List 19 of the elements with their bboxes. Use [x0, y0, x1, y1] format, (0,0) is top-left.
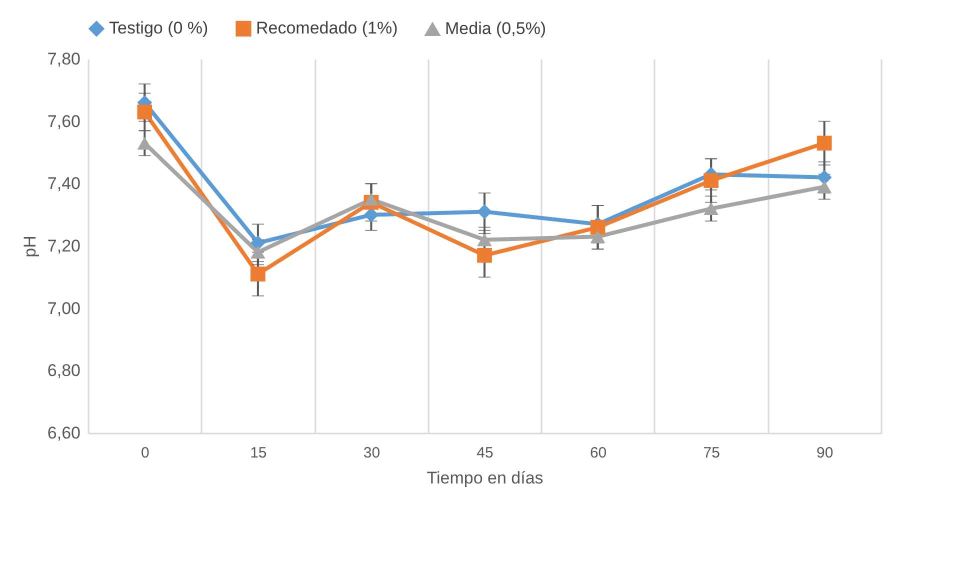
y-tick-label: 7,80 — [47, 50, 80, 68]
legend-label: Recomedado (1%) — [256, 18, 398, 38]
y-tick-label: 7,00 — [47, 298, 80, 318]
legend-label: Testigo (0 %) — [109, 18, 208, 38]
x-tick-label: 0 — [140, 444, 150, 462]
y-axis-title: pH — [20, 236, 40, 258]
y-tick-label: 7,60 — [47, 112, 80, 131]
x-tick-label: 45 — [476, 444, 494, 462]
y-tick-label: 6,60 — [47, 424, 80, 442]
x-tick-label: 75 — [703, 444, 720, 462]
x-tick-label: 30 — [363, 444, 380, 462]
y-tick-label: 7,40 — [47, 174, 80, 194]
y-tick-label: 7,20 — [47, 236, 80, 256]
x-tick-label: 90 — [816, 444, 834, 462]
legend-label: Media (0,5%) — [445, 19, 546, 38]
x-tick-label: 60 — [590, 444, 607, 462]
y-tick-label: 6,80 — [47, 361, 80, 380]
x-axis-title: Tiempo en días — [426, 468, 544, 488]
x-tick-label: 15 — [250, 444, 267, 462]
